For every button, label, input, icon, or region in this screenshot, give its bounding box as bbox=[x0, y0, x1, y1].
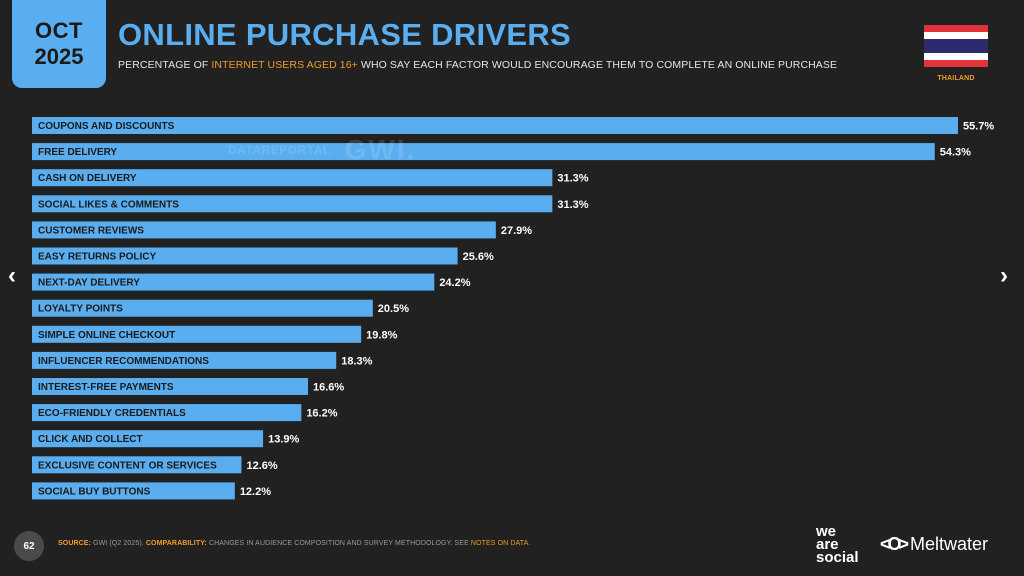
bar-5 bbox=[32, 247, 458, 265]
bar-8 bbox=[32, 325, 362, 343]
category-label-10: INTEREST-FREE PAYMENTS bbox=[38, 382, 174, 393]
value-label-6: 24.2% bbox=[439, 277, 470, 289]
value-label-1: 54.3% bbox=[940, 147, 971, 159]
bar-11 bbox=[32, 404, 302, 422]
subtitle-post: WHO SAY EACH FACTOR WOULD ENCOURAGE THEM… bbox=[357, 59, 838, 71]
source-period: . bbox=[528, 540, 531, 547]
gwi-watermark: GWI. bbox=[344, 134, 417, 165]
date-year: 2025 bbox=[34, 44, 84, 69]
thailand-flag-icon bbox=[924, 25, 988, 67]
value-label-2: 31.3% bbox=[557, 173, 588, 185]
category-label-11: ECO-FRIENDLY CREDENTIALS bbox=[38, 408, 186, 419]
was-line-1: we bbox=[816, 523, 837, 540]
source-label: SOURCE: bbox=[58, 540, 91, 547]
category-label-1: FREE DELIVERY bbox=[38, 147, 117, 158]
category-label-4: CUSTOMER REVIEWS bbox=[38, 225, 144, 236]
bar-4 bbox=[32, 221, 496, 239]
notes-on-data-link[interactable]: NOTES ON DATA bbox=[470, 540, 529, 547]
category-label-6: NEXT-DAY DELIVERY bbox=[38, 278, 140, 289]
category-label-9: INFLUENCER RECOMMENDATIONS bbox=[38, 356, 209, 367]
date-month: OCT bbox=[35, 18, 83, 43]
country-label: THAILAND bbox=[937, 75, 975, 82]
comparability-text: CHANGES IN AUDIENCE COMPOSITION AND SURV… bbox=[206, 540, 471, 547]
bar-9 bbox=[32, 351, 337, 369]
meltwater-wordmark: Meltwater bbox=[910, 534, 989, 554]
subtitle-pre: PERCENTAGE OF bbox=[118, 59, 212, 71]
prev-slide-button[interactable]: ‹ bbox=[8, 262, 16, 289]
value-label-4: 27.9% bbox=[501, 225, 532, 237]
value-label-7: 20.5% bbox=[378, 303, 409, 315]
value-label-0: 55.7% bbox=[963, 121, 994, 133]
category-label-3: SOCIAL LIKES & COMMENTS bbox=[38, 199, 179, 210]
meltwater-logo: <O> Meltwater bbox=[880, 534, 988, 555]
category-label-14: SOCIAL BUY BUTTONS bbox=[38, 486, 151, 497]
bar-7 bbox=[32, 299, 373, 317]
value-label-12: 13.9% bbox=[268, 434, 299, 446]
value-label-5: 25.6% bbox=[463, 251, 494, 263]
page-number: 62 bbox=[14, 531, 44, 561]
bar-13 bbox=[32, 456, 242, 474]
flag-stripe-red-top bbox=[924, 25, 988, 32]
was-line-2: are bbox=[816, 536, 839, 554]
value-label-9: 18.3% bbox=[341, 355, 372, 367]
bar-12 bbox=[32, 430, 264, 448]
category-label-7: LOYALTY POINTS bbox=[38, 304, 123, 315]
flag-stripe-white-bottom bbox=[924, 53, 988, 60]
bar-1 bbox=[32, 143, 935, 161]
date-badge: OCT 2025 bbox=[12, 0, 106, 88]
value-label-3: 31.3% bbox=[557, 199, 588, 211]
category-label-5: EASY RETURNS POLICY bbox=[38, 252, 156, 263]
bar-6 bbox=[32, 273, 435, 291]
category-label-13: EXCLUSIVE CONTENT OR SERVICES bbox=[38, 460, 217, 471]
flag-stripe-blue bbox=[924, 39, 988, 53]
bar-14 bbox=[32, 482, 235, 500]
value-label-14: 12.2% bbox=[240, 486, 271, 498]
category-label-0: COUPONS AND DISCOUNTS bbox=[38, 121, 175, 132]
source-text: GWI (Q2 2025). bbox=[90, 540, 146, 547]
category-label-2: CASH ON DELIVERY bbox=[38, 173, 137, 184]
bar-0 bbox=[32, 117, 958, 134]
comparability-label: COMPARABILITY: bbox=[145, 540, 207, 547]
datareportal-watermark: DATAREPORTAL bbox=[228, 143, 331, 157]
value-label-10: 16.6% bbox=[313, 382, 344, 394]
watermark: DATAREPORTAL GWI. bbox=[228, 134, 416, 166]
value-label-13: 12.6% bbox=[246, 460, 277, 472]
category-label-12: CLICK AND COLLECT bbox=[38, 434, 143, 445]
value-label-11: 16.2% bbox=[306, 408, 337, 420]
bar-10 bbox=[32, 378, 308, 395]
bar-2 bbox=[32, 169, 553, 187]
subtitle-highlight: INTERNET USERS AGED 16+ bbox=[211, 59, 358, 71]
bar-3 bbox=[32, 195, 553, 213]
flag-stripe-white-top bbox=[924, 32, 988, 39]
flag-stripe-red-bottom bbox=[924, 60, 988, 67]
next-slide-button[interactable]: › bbox=[1000, 262, 1008, 289]
category-label-8: SIMPLE ONLINE CHECKOUT bbox=[38, 330, 175, 341]
page-title: ONLINE PURCHASE DRIVERS bbox=[118, 17, 572, 52]
page-subtitle: PERCENTAGE OF INTERNET USERS AGED 16+ WH… bbox=[118, 59, 837, 71]
source-note: SOURCE: GWI (Q2 2025). COMPARABILITY: CH… bbox=[58, 540, 530, 547]
value-label-8: 19.8% bbox=[366, 329, 397, 341]
was-line-3: social bbox=[816, 549, 859, 567]
we-are-social-logo: we are social bbox=[816, 523, 859, 567]
meltwater-icon: <O> bbox=[880, 534, 909, 554]
